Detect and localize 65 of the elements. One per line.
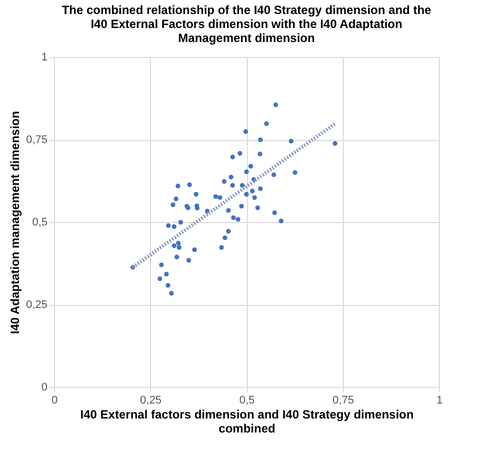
point [194, 192, 198, 197]
point [176, 245, 182, 250]
point [231, 215, 236, 220]
y-tick-label: 1 [41, 52, 48, 64]
point [174, 254, 180, 260]
chart-title: The combined relationship of the I40 Strategy dimension and the I40 External Factors dimension with the I40 Adaptation Management dimension [62, 3, 432, 45]
point [271, 172, 276, 178]
point [186, 258, 192, 263]
point [272, 210, 277, 216]
point [258, 137, 263, 142]
x-tick-label: 0,75 [332, 394, 354, 406]
point [213, 194, 218, 199]
point [222, 236, 228, 240]
y-tick-label: 0,5 [32, 216, 48, 228]
y-tick-label: 0,25 [26, 299, 48, 311]
point [258, 152, 262, 156]
point [226, 208, 231, 213]
point [172, 224, 176, 229]
point [238, 151, 242, 156]
point [219, 245, 224, 250]
point [248, 164, 254, 169]
point [230, 183, 235, 188]
point [192, 247, 197, 252]
x-tick-label: 0,5 [239, 394, 255, 406]
point [264, 121, 269, 126]
point [250, 188, 255, 194]
point [164, 272, 169, 276]
point [273, 102, 278, 108]
point [174, 196, 178, 202]
point [169, 290, 174, 296]
point [158, 276, 162, 282]
point [172, 243, 176, 248]
point [176, 184, 180, 188]
point [258, 186, 263, 192]
point [243, 129, 248, 134]
point [218, 195, 222, 200]
point [240, 183, 245, 188]
x-tick-label: 0,25 [140, 394, 162, 406]
point [244, 170, 249, 174]
point [187, 182, 192, 188]
point [239, 204, 244, 208]
point [166, 283, 170, 288]
point [176, 240, 181, 246]
point [236, 217, 240, 222]
point [230, 154, 235, 160]
y-tick-label: 0,75 [26, 134, 48, 146]
point [170, 202, 176, 208]
point [226, 228, 231, 234]
point [278, 218, 284, 224]
x-axis-title: I40 External factors dimension and I40 Strategy dimension combined [80, 408, 414, 436]
x-tick-label: 1 [436, 394, 443, 406]
x-tick-label: 0 [51, 394, 58, 406]
point [252, 195, 257, 200]
point [255, 205, 260, 210]
y-axis-title: I40 Adaptation management dimension [8, 111, 22, 334]
y-tick-label: 0 [41, 382, 48, 394]
point [222, 179, 227, 184]
point [166, 223, 171, 228]
point [178, 220, 184, 225]
point [159, 262, 164, 268]
point [288, 138, 294, 144]
point [244, 192, 249, 197]
point [332, 141, 338, 146]
point [292, 170, 298, 175]
point [228, 174, 234, 180]
